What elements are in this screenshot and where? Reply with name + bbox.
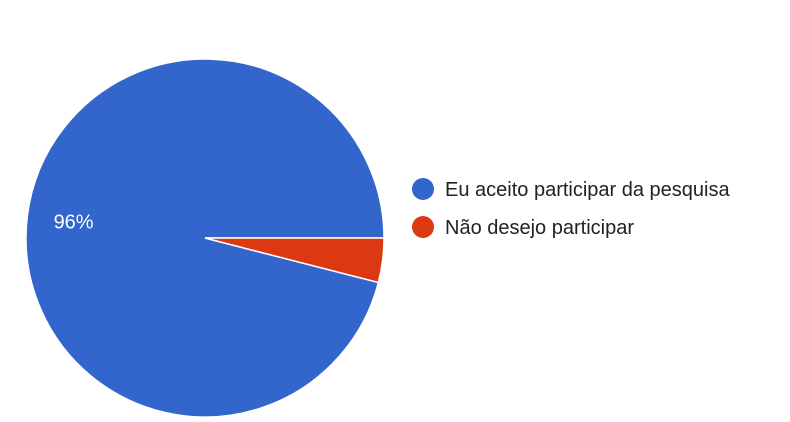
- slice-label-0: 96%: [54, 211, 94, 233]
- legend-label-1[interactable]: Não desejo participar: [445, 217, 634, 239]
- pie-slice-1[interactable]: [204, 237, 385, 284]
- pie-slice-labels: 96%: [54, 211, 94, 233]
- legend-marker-0[interactable]: [412, 178, 434, 200]
- legend-marker-1[interactable]: [412, 216, 434, 238]
- legend-label-0[interactable]: Eu aceito participar da pesquisa: [445, 179, 730, 201]
- pie-slices: [25, 58, 385, 418]
- pie-slice-0[interactable]: [25, 58, 385, 418]
- legend: Eu aceito participar da pesquisa Não dese…: [412, 178, 730, 239]
